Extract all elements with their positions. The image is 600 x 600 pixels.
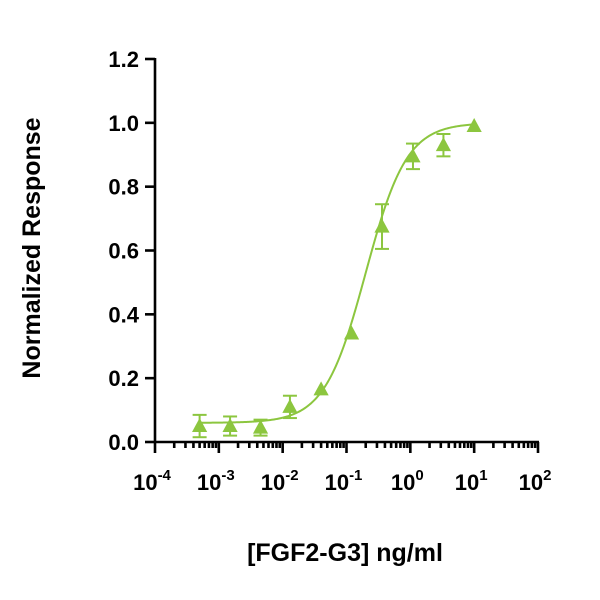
x-tick-label-exponent: 1	[479, 467, 487, 484]
x-tick-label: 10-4	[133, 467, 171, 495]
data-point-triangle	[374, 218, 390, 233]
y-tick-label: 0.0	[108, 430, 139, 455]
x-tick-label: 10-3	[197, 467, 235, 495]
x-tick-label: 101	[455, 467, 488, 495]
x-tick-label-exponent: -4	[158, 467, 172, 484]
y-axis-title: Normalized Response	[18, 117, 46, 378]
x-tick-label: 10-2	[261, 467, 299, 495]
data-point-triangle	[466, 118, 482, 133]
y-tick-label: 0.2	[108, 366, 139, 391]
x-tick-label-base: 10	[261, 470, 285, 495]
x-axis-title: [FGF2-G3] ng/ml	[247, 539, 443, 567]
x-tick-label-base: 10	[455, 470, 479, 495]
x-tick-label-base: 10	[519, 470, 543, 495]
y-tick-label: 0.6	[108, 239, 139, 264]
data-points-layer	[192, 118, 482, 439]
y-tick-label: 1.2	[108, 47, 139, 72]
data-point-triangle	[435, 137, 452, 152]
y-tick-label: 0.8	[108, 175, 139, 200]
axes: 0.00.20.40.60.81.01.210-4 10-3 10-2 10-1 100…	[108, 47, 551, 495]
data-point-triangle	[252, 419, 269, 434]
x-tick-label-exponent: -2	[285, 467, 298, 484]
x-tick-label-exponent: -1	[349, 467, 362, 484]
data-point-triangle	[343, 325, 360, 340]
x-tick-label-exponent: 2	[543, 467, 551, 484]
data-point-triangle	[222, 418, 238, 433]
x-tick-label-base: 10	[391, 470, 415, 495]
x-tick-label-exponent: -3	[221, 467, 234, 484]
y-tick-label: 1.0	[108, 111, 139, 136]
x-tick-label-base: 10	[325, 470, 349, 495]
x-tick-label: 100	[391, 467, 424, 495]
x-tick-label: 102	[519, 467, 552, 495]
x-tick-label-exponent: 0	[415, 467, 423, 484]
y-tick-label: 0.4	[108, 302, 139, 327]
data-point-triangle	[282, 398, 298, 413]
x-tick-label-base: 10	[133, 470, 157, 495]
data-point-triangle	[313, 381, 329, 396]
data-point-triangle	[192, 418, 208, 433]
x-tick-label-base: 10	[197, 470, 221, 495]
data-point-triangle	[405, 148, 421, 163]
fit-curve-layer	[199, 123, 475, 424]
x-tick-label: 10-1	[325, 467, 363, 495]
fit-curve	[199, 123, 475, 424]
